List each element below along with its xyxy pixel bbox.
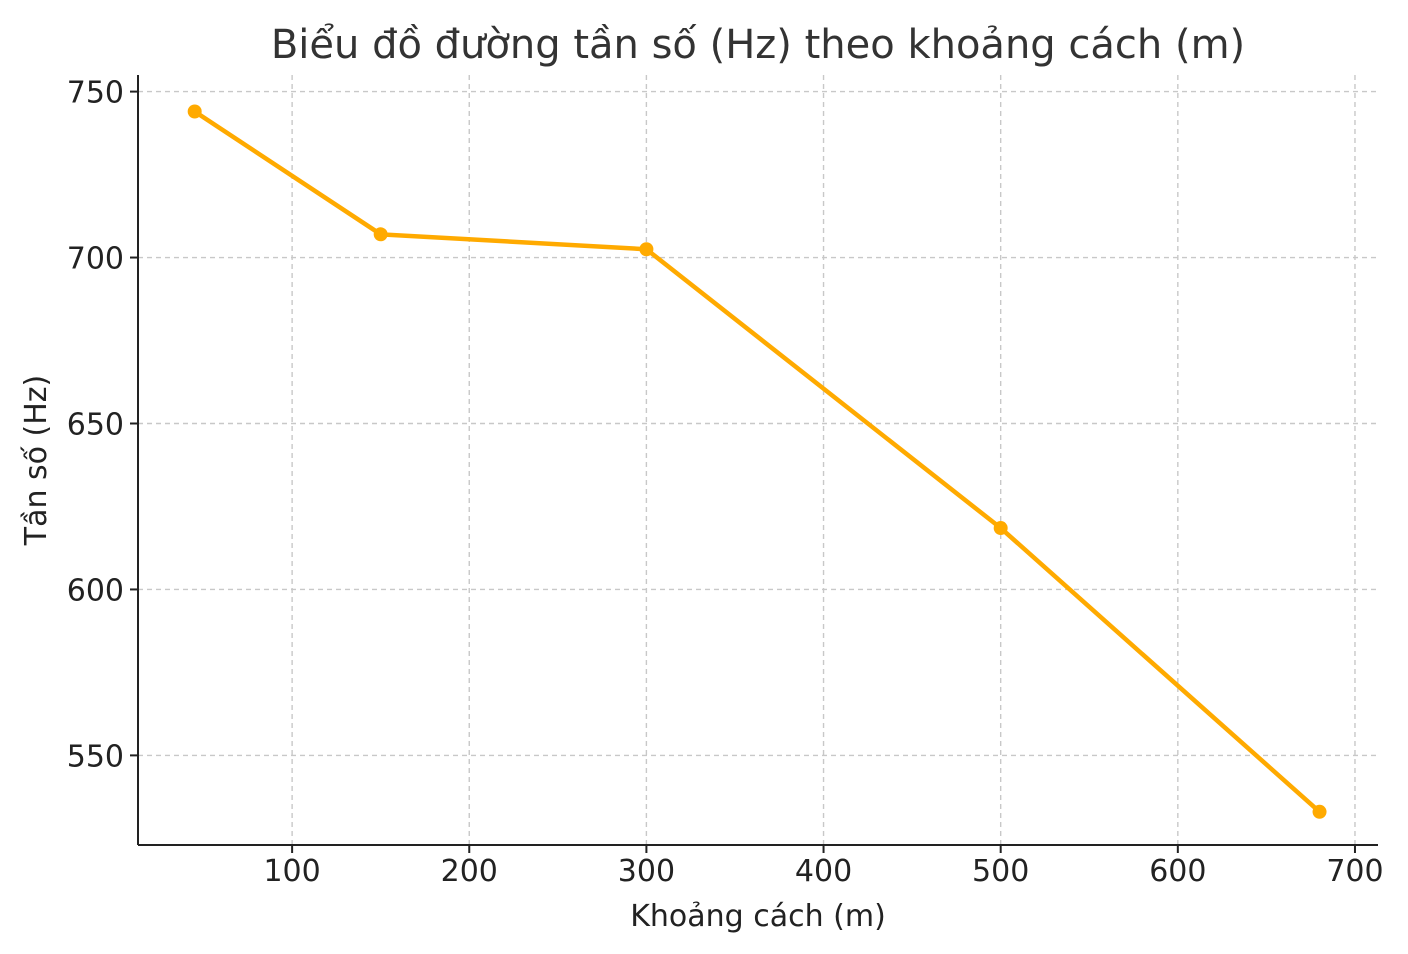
x-tick-label-200: 200: [441, 854, 498, 889]
x-tick-label-600: 600: [1149, 854, 1206, 889]
y-tick-label-650: 650: [67, 407, 124, 442]
x-tick-label-400: 400: [795, 854, 852, 889]
data-point-0-4: [1312, 804, 1327, 819]
x-tick-label-700: 700: [1326, 854, 1383, 889]
y-ticks: 550 600 650 700 750: [67, 76, 138, 774]
data-point-0-3: [993, 521, 1008, 536]
y-tick-label-600: 600: [67, 573, 124, 608]
y-tick-label-750: 750: [67, 76, 124, 111]
y-tick-label-550: 550: [67, 739, 124, 774]
y-tick-label-700: 700: [67, 242, 124, 277]
chart-title: Biểu đồ đường tần số (Hz) theo khoảng cá…: [271, 22, 1245, 68]
grid-lines: [138, 75, 1378, 845]
axes: [137, 75, 1378, 846]
x-ticks: 100 200 300 400 500 600 700: [263, 845, 1384, 889]
x-tick-label-300: 300: [618, 854, 675, 889]
data-point-0-1: [373, 227, 388, 242]
x-tick-label-500: 500: [972, 854, 1029, 889]
x-tick-label-100: 100: [263, 854, 320, 889]
series-line-0: [192, 109, 1322, 815]
y-axis-label: Tần số (Hz): [19, 375, 54, 547]
x-axis-label: Khoảng cách (m): [630, 899, 886, 934]
data-point-0-0: [187, 104, 202, 119]
data-point-0-2: [639, 242, 654, 257]
data-series: [187, 104, 1327, 819]
